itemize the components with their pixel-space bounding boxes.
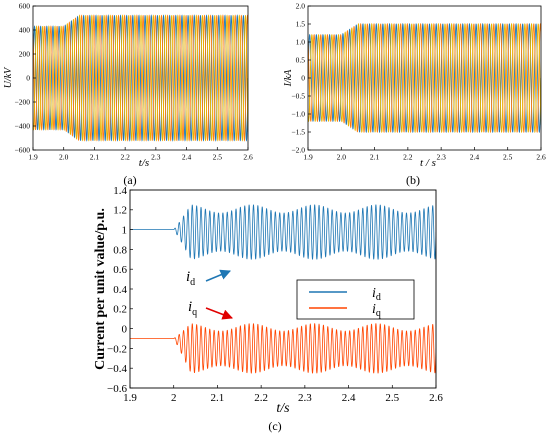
chart-a-ytick-label: −600	[15, 146, 31, 155]
chart-c-ytick-label: −0.4	[107, 363, 127, 375]
chart-a-xtick-label: 2.3	[151, 153, 161, 162]
chart-c-ylabel: Current per unit value/p.u.	[93, 208, 108, 370]
chart-b-xtick-label: 2.4	[470, 153, 480, 162]
chart-b-ytick-label: 0.5	[296, 56, 306, 65]
chart-b-panel-label: (b)	[406, 173, 420, 187]
chart-a-series	[33, 14, 248, 142]
annotation-id-label: id	[186, 269, 195, 288]
chart-b-ticks: 1.9 2.0 2.1 2.2 2.3 2.4 2.5 2.6 2.0 1.5 1.0 0.5 0 −0.…	[291, 2, 546, 162]
chart-b-ytick-label: 1.0	[296, 38, 306, 47]
legend-label-iq: iq	[372, 302, 381, 319]
chart-c-series	[130, 204, 436, 374]
chart-a-ytick-label: 400	[19, 26, 31, 35]
chart-a-ytick-label: −200	[15, 98, 31, 107]
chart-a-xtick-label: 2.2	[120, 153, 130, 162]
chart-b-ytick-label: −1.5	[291, 128, 305, 137]
chart-c-ytick-label: 0	[122, 323, 128, 335]
chart-a: 1.9 2.0 2.1 2.2 2.3 2.4 2.5 2.6 600 400 200 0 −200 −4…	[3, 2, 253, 187]
chart-c-ticks: 1.9 2 2.1 2.2 2.3 2.4 2.5 2.6 1.4 1.2 1 0.8 0.6 0.4 0.…	[107, 185, 443, 404]
chart-c-ytick-label: 0.4	[113, 284, 127, 296]
chart-c-ytick-label: 0.6	[113, 264, 127, 276]
chart-b-xtick-label: 2.5	[503, 153, 513, 162]
chart-b-xtick-label: 2.2	[403, 153, 413, 162]
chart-b: 1.9 2.0 2.1 2.2 2.3 2.4 2.5 2.6 2.0 1.5 1.0 0.5 0 −0.…	[283, 2, 546, 187]
chart-a-series-2	[33, 14, 248, 142]
chart-b-xtick-label: 2.3	[436, 153, 446, 162]
chart-a-xtick-label: 2.0	[59, 153, 69, 162]
chart-b-xtick-label: 2.1	[370, 153, 380, 162]
chart-c: 1.9 2 2.1 2.2 2.3 2.4 2.5 2.6 1.4 1.2 1 0.8 0.6 0.4 0.…	[93, 185, 443, 433]
chart-c-xtick-label: 2.1	[211, 392, 225, 404]
chart-b-xtick-label: 1.9	[303, 153, 313, 162]
chart-a-series-0	[33, 14, 248, 142]
chart-a-ytick-label: 600	[19, 2, 31, 11]
chart-b-ylabel: I/kA	[283, 69, 294, 88]
chart-c-ytick-label: 1.4	[113, 185, 127, 197]
chart-b-ytick-label: 2.0	[296, 2, 306, 11]
chart-a-ytick-label: −400	[15, 122, 31, 131]
chart-b-xlabel: t / s	[420, 157, 436, 169]
chart-c-ytick-label: −0.6	[107, 383, 127, 395]
annotation-id-arrow	[205, 269, 231, 282]
chart-c-ytick-label: 0.8	[113, 244, 127, 256]
legend-label-id: id	[372, 286, 381, 303]
chart-a-ticks: 1.9 2.0 2.1 2.2 2.3 2.4 2.5 2.6 600 400 200 0 −200 −4…	[15, 2, 253, 162]
chart-a-ytick-label: 200	[19, 50, 31, 59]
chart-c-series-id	[130, 204, 436, 260]
chart-c-xtick-label: 2	[171, 392, 177, 404]
chart-a-series-1	[33, 14, 248, 142]
legend: id iq	[296, 279, 415, 320]
annotation-iq-arrow	[205, 307, 233, 320]
annotation-iq-label: iq	[188, 299, 197, 318]
chart-a-xtick-label: 2.5	[213, 153, 223, 162]
chart-c-xtick-label: 1.9	[123, 392, 137, 404]
chart-a-ytick-label: 0	[26, 74, 30, 83]
chart-c-series-iq	[130, 323, 436, 374]
chart-a-panel-label: (a)	[123, 173, 136, 187]
chart-b-series	[308, 22, 541, 134]
legend-box	[296, 279, 415, 320]
chart-a-xtick-label: 1.9	[28, 153, 38, 162]
chart-c-xtick-label: 2.5	[385, 392, 399, 404]
chart-c-ytick-label: −0.2	[107, 343, 127, 355]
chart-a-xtick-label: 2.1	[90, 153, 100, 162]
chart-b-ytick-label: 1.5	[296, 20, 306, 29]
chart-b-series-2	[308, 22, 541, 134]
chart-b-ytick-label: −1.0	[291, 110, 305, 119]
chart-c-ytick-label: 1	[122, 224, 128, 236]
chart-a-xtick-label: 2.4	[182, 153, 192, 162]
chart-c-xlabel: t/s	[276, 401, 290, 416]
chart-c-ytick-label: 1.2	[113, 205, 127, 217]
chart-a-xlabel: t/s	[139, 157, 149, 169]
chart-b-series-1	[308, 22, 541, 134]
chart-c-xtick-label: 2.3	[298, 392, 312, 404]
chart-c-panel-label: (c)	[268, 419, 281, 433]
chart-b-ytick-label: −2.0	[291, 146, 305, 155]
chart-b-ytick-label: 0	[301, 74, 305, 83]
chart-b-xtick-label: 2.6	[536, 153, 546, 162]
chart-c-ytick-label: 0.2	[113, 304, 127, 316]
chart-a-ylabel: U/kV	[3, 66, 14, 88]
chart-b-series-0	[308, 22, 541, 134]
chart-c-xtick-label: 2.6	[429, 392, 443, 404]
chart-b-xtick-label: 2.0	[337, 153, 347, 162]
chart-a-xtick-label: 2.6	[243, 153, 253, 162]
chart-c-xtick-label: 2.2	[254, 392, 268, 404]
chart-c-xtick-label: 2.4	[342, 392, 356, 404]
chart-b-ytick-label: −0.5	[291, 92, 305, 101]
